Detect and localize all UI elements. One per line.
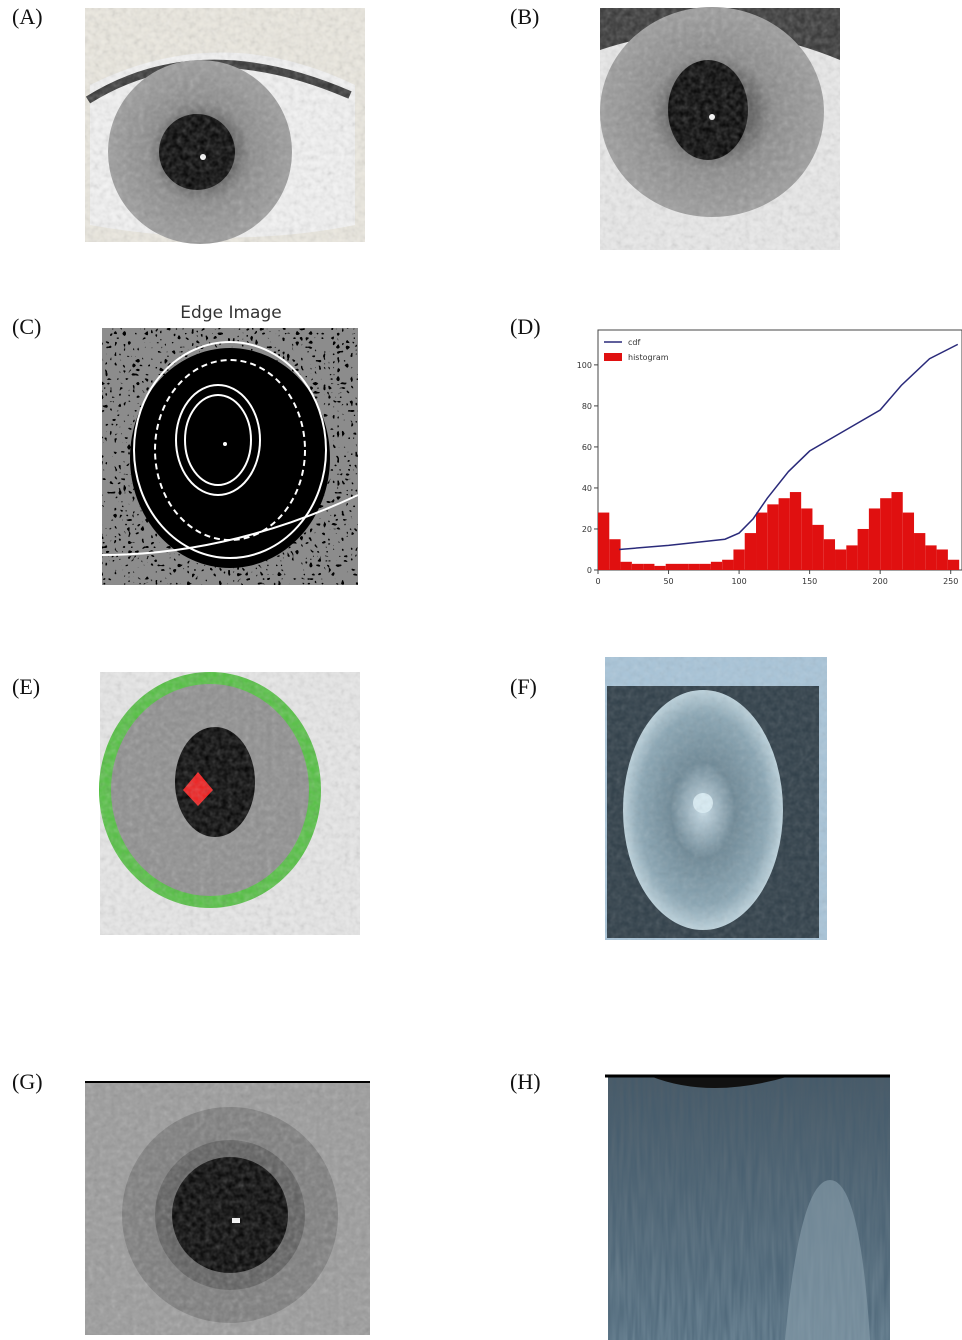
histogram-bar [677,564,688,570]
edge-image [102,328,358,585]
eye-image [600,7,840,250]
histogram-bar [666,564,677,570]
histogram-bar [722,560,733,570]
y-tick-label: 20 [582,525,592,534]
eye-image [100,672,360,935]
y-tick-label: 80 [582,402,592,411]
y-tick-label: 100 [577,361,592,370]
panel-label: (F) [510,674,537,699]
panel-label: (A) [12,4,43,29]
histogram-bar [767,504,778,570]
iris-image [605,657,827,940]
panel-label: (H) [510,1069,541,1094]
y-tick-label: 60 [582,443,592,452]
histogram-bar [779,498,790,570]
x-tick-label: 0 [595,577,600,586]
histogram-bar [621,562,632,570]
histogram-bar [891,492,902,570]
histogram-bar [812,525,823,570]
histogram-bar [948,560,959,570]
histogram-bar [880,498,891,570]
histogram-bar [824,539,835,570]
y-tick-label: 40 [582,484,592,493]
eye-image [85,8,365,244]
histogram-bar [598,513,609,570]
legend-label: histogram [628,353,669,362]
histogram-bar [733,549,744,570]
panel-label: (E) [12,674,40,699]
x-tick-label: 50 [663,577,673,586]
histogram-bar [903,513,914,570]
normalized-iris-image [605,1076,890,1340]
histogram-bar [835,549,846,570]
histogram-bar [632,564,643,570]
histogram-bar [700,564,711,570]
histogram-bar [643,564,654,570]
histogram-bar [756,513,767,570]
histogram-bar [914,533,925,570]
x-tick-label: 250 [943,577,958,586]
histogram-bar [869,508,880,570]
histogram-bar [801,508,812,570]
panel-label: (D) [510,314,541,339]
panel-label: (G) [12,1069,43,1094]
legend-swatch [604,353,622,361]
image-title: Edge Image [180,303,281,323]
eye-image [85,1082,370,1335]
histogram-bar [790,492,801,570]
histogram-bar [846,545,857,570]
histogram-bar [711,562,722,570]
legend-label: cdf [628,338,640,347]
histogram-bar [688,564,699,570]
figure: (A) (B) (C) Edge Image (D) 0204060801000… [0,0,962,1340]
histogram-chart: 0 20 40 60 80 100 0 50 100 150 200 250 cdf histogram [577,330,962,586]
histogram-bar [654,566,665,570]
panel-label: (C) [12,314,41,339]
histogram-bar [858,529,869,570]
x-tick-label: 150 [802,577,817,586]
x-tick-label: 200 [873,577,888,586]
histogram-bar [925,545,936,570]
panel-label: (B) [510,4,539,29]
x-tick-label: 100 [731,577,746,586]
histogram-bar [609,539,620,570]
histogram-bar [937,549,948,570]
histogram-bar [745,533,756,570]
y-tick-label: 0 [587,566,592,575]
